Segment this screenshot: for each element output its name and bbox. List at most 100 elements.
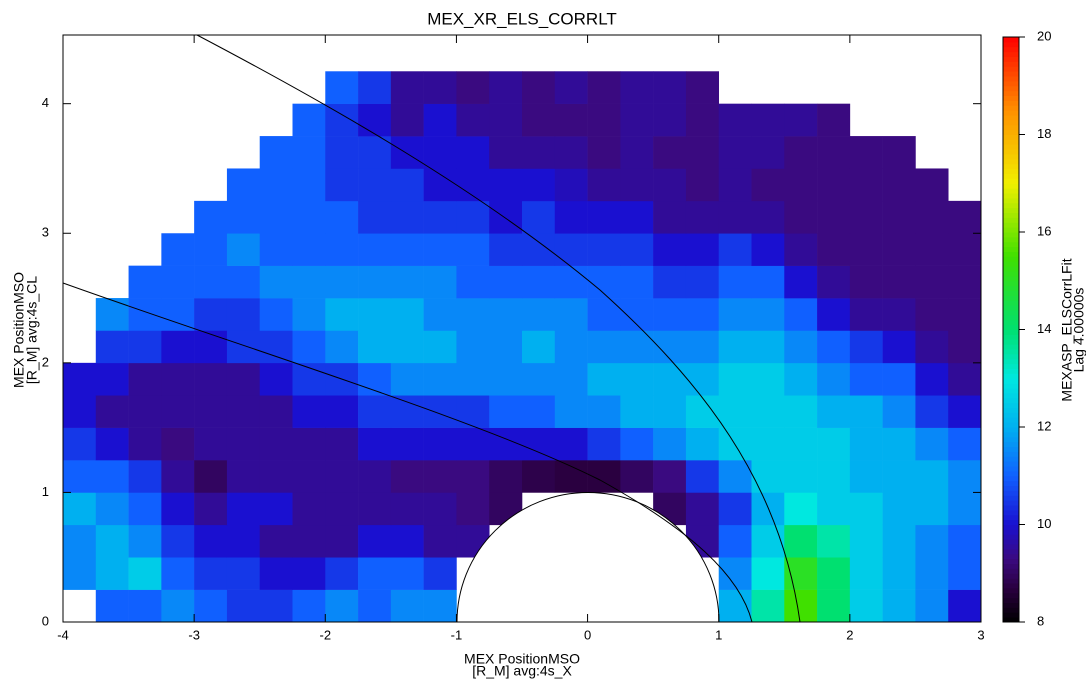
heatmap-cell [292, 168, 326, 202]
heatmap-cell [817, 395, 851, 428]
colorbar-swatch [1003, 134, 1019, 140]
heatmap-cell [522, 136, 556, 169]
heatmap-cell [423, 589, 457, 623]
heatmap-cell [718, 330, 752, 364]
heatmap-cell [358, 589, 392, 623]
heatmap-cell [390, 265, 424, 299]
heatmap-cell [226, 427, 261, 461]
colorbar-swatch [1003, 553, 1019, 560]
heatmap-cell [882, 168, 916, 202]
heatmap-cell [915, 265, 949, 299]
heatmap-cell [63, 492, 97, 526]
heatmap-cell [915, 589, 949, 623]
heatmap-cell [161, 492, 195, 526]
colorbar-swatch [1003, 456, 1019, 462]
heatmap-cell [751, 362, 785, 396]
heatmap-cell [194, 427, 228, 461]
heatmap-cell [784, 233, 818, 266]
heatmap-cell [423, 71, 457, 104]
colorbar-swatch [1003, 427, 1019, 433]
heatmap-cell [292, 136, 326, 169]
x-tick-label: -2 [320, 627, 332, 642]
heatmap-cell [587, 265, 621, 299]
heatmap-cell [784, 265, 818, 299]
heatmap-cell [751, 200, 785, 234]
heatmap-cell [653, 298, 687, 331]
heatmap-cell [325, 103, 359, 137]
heatmap-cell [554, 330, 588, 364]
heatmap-cell [817, 460, 851, 493]
heatmap-cell [161, 330, 195, 364]
heatmap-cell [325, 427, 359, 461]
heatmap-cell [817, 362, 851, 396]
colorbar-swatch [1003, 241, 1019, 248]
heatmap-cell [423, 103, 457, 137]
heatmap-cell [95, 557, 129, 590]
heatmap-cell [226, 492, 261, 526]
heatmap-cell [390, 200, 424, 234]
heatmap-cell [915, 200, 949, 234]
heatmap-cell [358, 71, 392, 104]
heatmap-cell [587, 233, 621, 266]
heatmap-cell [522, 168, 556, 202]
heatmap-cell [653, 395, 687, 428]
heatmap-cell [194, 362, 228, 396]
heatmap-cell [63, 557, 97, 590]
heatmap-cell [390, 298, 424, 331]
colorbar-swatch [1003, 563, 1019, 569]
colorbar-swatch [1003, 183, 1019, 189]
heatmap-cell [784, 298, 818, 331]
heatmap-cell [489, 427, 523, 461]
heatmap-cell [358, 492, 392, 526]
heatmap-cell [128, 395, 162, 428]
heatmap-cell [751, 557, 785, 590]
heatmap-cell [325, 71, 359, 104]
colorbar-swatch [1003, 431, 1019, 438]
heatmap-cell [784, 103, 818, 137]
colorbar-swatch [1003, 353, 1019, 360]
heatmap-cell [95, 362, 129, 396]
heatmap-cell [522, 265, 556, 299]
heatmap-cell [849, 589, 883, 623]
heatmap-cell [226, 362, 261, 396]
colorbar-swatch [1003, 119, 1019, 126]
heatmap-cell [292, 233, 326, 266]
colorbar-swatch [1003, 300, 1019, 306]
heatmap-cell [751, 168, 785, 202]
heatmap-cell [751, 427, 785, 461]
heatmap-cell [849, 557, 883, 590]
colorbar-swatch [1003, 222, 1019, 228]
heatmap-cell [128, 460, 162, 493]
heatmap-cell [325, 136, 359, 169]
heatmap-cell [882, 200, 916, 234]
heatmap-cell [554, 233, 588, 266]
colorbar-swatch [1003, 378, 1019, 384]
heatmap-cell [751, 265, 785, 299]
heatmap-cell [849, 330, 883, 364]
y-tick-label: 3 [42, 225, 49, 240]
heatmap-cell [653, 103, 687, 137]
heatmap-cell [849, 395, 883, 428]
mpb-curve [62, 282, 753, 623]
heatmap-cell [456, 103, 490, 137]
heatmap-cell [751, 589, 785, 623]
heatmap-cell [456, 427, 490, 461]
heatmap-cell [194, 265, 228, 299]
heatmap-cell [948, 557, 982, 590]
colorbar-swatch [1003, 100, 1019, 106]
colorbar-swatch [1003, 417, 1019, 423]
colorbar-swatch [1003, 246, 1019, 252]
heatmap-cell [751, 330, 785, 364]
colorbar-swatch [1003, 66, 1019, 72]
heatmap-cell [685, 233, 720, 266]
colorbar-swatch [1003, 597, 1019, 603]
colorbar-swatch [1003, 461, 1019, 467]
colorbar-swatch [1003, 392, 1019, 399]
heatmap-cell [751, 395, 785, 428]
heatmap-cell [161, 265, 195, 299]
colorbar-swatch [1003, 397, 1019, 404]
colorbar-swatch [1003, 202, 1019, 209]
colorbar-swatch [1003, 251, 1019, 257]
heatmap-cell [718, 557, 752, 590]
